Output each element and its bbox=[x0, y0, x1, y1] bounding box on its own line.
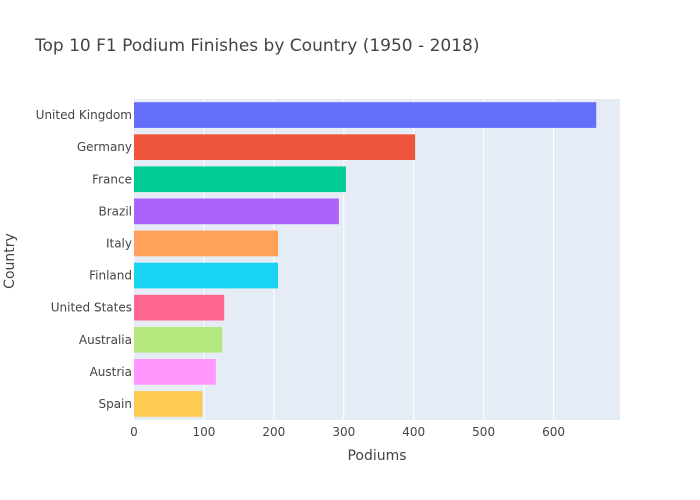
bar-brazil[interactable] bbox=[134, 198, 339, 225]
bar-australia[interactable] bbox=[134, 326, 223, 353]
y-tick-label-austria: Austria bbox=[90, 365, 132, 379]
x-axis-title: Podiums bbox=[347, 448, 406, 464]
chart-title: Top 10 F1 Podium Finishes by Country (19… bbox=[34, 36, 479, 56]
bar-austria[interactable] bbox=[134, 359, 216, 385]
y-axis-title: Country bbox=[2, 233, 18, 289]
bar-spain[interactable] bbox=[134, 391, 203, 417]
y-tick-label-australia: Australia bbox=[79, 333, 132, 347]
y-axis-ticks: United Kingdom Germany France Brazil Italy Fi… bbox=[36, 108, 132, 411]
y-tick-label-france: France bbox=[92, 172, 132, 186]
bar-united-states[interactable] bbox=[134, 294, 225, 321]
bar-germany[interactable] bbox=[134, 134, 416, 160]
y-tick-label-united-states: United States bbox=[51, 301, 132, 315]
bar-united-kingdom[interactable] bbox=[134, 102, 597, 128]
y-tick-label-italy: Italy bbox=[106, 236, 132, 250]
x-tick-label: 500 bbox=[472, 425, 495, 439]
y-tick-label-germany: Germany bbox=[77, 140, 132, 154]
x-tick-label: 400 bbox=[402, 425, 425, 439]
x-tick-label: 100 bbox=[192, 425, 215, 439]
bars bbox=[134, 102, 597, 417]
x-tick-label: 200 bbox=[262, 425, 285, 439]
y-tick-label-spain: Spain bbox=[98, 397, 132, 411]
x-tick-label: 300 bbox=[332, 425, 355, 439]
bar-france[interactable] bbox=[134, 166, 346, 193]
x-tick-label: 0 bbox=[130, 425, 138, 439]
y-tick-label-united-kingdom: United Kingdom bbox=[36, 108, 132, 122]
y-tick-label-finland: Finland bbox=[89, 269, 132, 283]
x-tick-label: 600 bbox=[542, 425, 565, 439]
bar-italy[interactable] bbox=[134, 230, 279, 257]
y-tick-label-brazil: Brazil bbox=[99, 204, 133, 218]
bar-finland[interactable] bbox=[134, 262, 279, 289]
x-axis-ticks: 0 100 200 300 400 500 600 bbox=[130, 425, 565, 439]
